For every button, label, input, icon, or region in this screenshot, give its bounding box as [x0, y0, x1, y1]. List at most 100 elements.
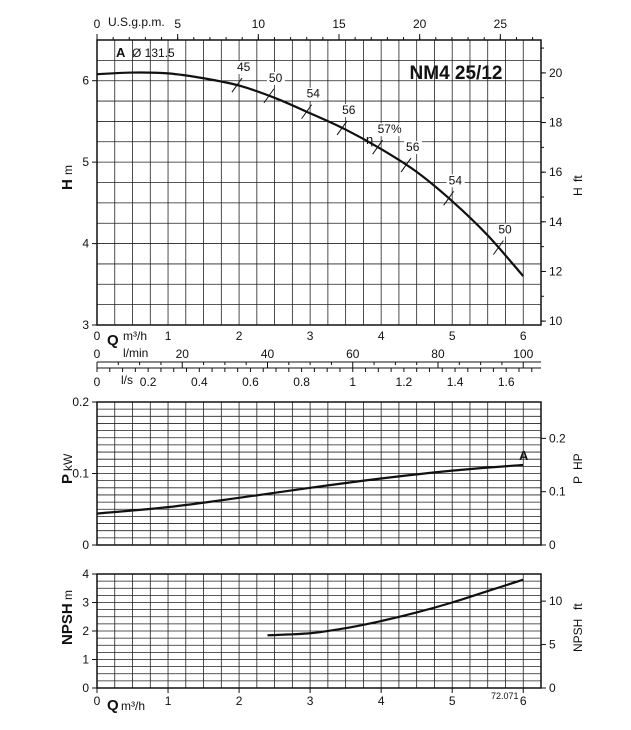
y-tick-label: 0.2 — [72, 395, 89, 409]
top-axis-tick-label: 0 — [94, 17, 101, 31]
head-axis-unit: m — [61, 165, 75, 175]
ls-tick-label: 0.2 — [140, 375, 157, 389]
q-bottom-tick-label: 4 — [378, 694, 385, 708]
efficiency-label-bg — [304, 87, 323, 101]
efficiency-label: 56 — [406, 140, 420, 154]
y2-tick-label: 5 — [549, 638, 556, 652]
ls-tick-label: 1.4 — [447, 375, 464, 389]
y2-tick-label: 16 — [549, 165, 563, 179]
head-axis-label: H — [59, 179, 76, 190]
power-axis-label: P — [59, 474, 76, 484]
efficiency-label-bg — [404, 141, 423, 155]
npsh-axis-unit: m — [61, 590, 75, 600]
y2-tick-label: 0 — [549, 538, 556, 552]
top-axis-tick-label: 5 — [174, 17, 181, 31]
q-tick-label: 0 — [94, 329, 101, 343]
efficiency-mark — [492, 240, 504, 255]
q-tick-label: 2 — [236, 329, 243, 343]
efficiency-label: 50 — [269, 71, 283, 85]
head-curve — [96, 71, 525, 277]
lmin-axis-unit: l/min — [123, 346, 148, 360]
efficiency-label-bg — [496, 223, 515, 237]
efficiency-label: 57% — [378, 122, 402, 136]
y2-tick-label: 0 — [549, 681, 556, 695]
power-hp-axis-label: P — [571, 476, 585, 484]
q-tick-label: 6 — [520, 329, 527, 343]
efficiency-symbol: η — [366, 132, 373, 147]
efficiency-mark — [372, 139, 384, 155]
y2-tick-label: 20 — [549, 66, 563, 80]
ls-tick-label: 1.2 — [396, 375, 413, 389]
lmin-tick-label: 100 — [513, 347, 533, 361]
y-tick-label: 0 — [82, 681, 89, 695]
title-box — [389, 57, 523, 87]
y-tick-label: 5 — [82, 155, 89, 169]
ls-tick-label: 0.8 — [293, 375, 310, 389]
head-ft-axis-label: H — [571, 187, 585, 196]
q-tick-label: 1 — [165, 329, 172, 343]
ls-axis-unit: l/s — [121, 373, 133, 387]
y-tick-label: 3 — [82, 318, 89, 332]
q-tick-label: 4 — [378, 329, 385, 343]
npsh-ft-axis-label: NPSH — [571, 619, 585, 652]
q-bottom-tick-label: 2 — [236, 694, 243, 708]
top-axis-tick-label: 10 — [252, 17, 266, 31]
ls-tick-label: 0 — [94, 375, 101, 389]
panel-frame — [96, 39, 542, 326]
efficiency-label: 54 — [307, 87, 321, 101]
y2-tick-label: 0.2 — [549, 431, 566, 445]
npsh-ft-axis-unit: ft — [571, 603, 585, 610]
efficiency-mark — [301, 104, 312, 120]
npsh-curve — [267, 578, 524, 637]
q-axis-unit-bottom: m³/h — [121, 699, 145, 713]
y2-tick-label: 10 — [549, 314, 563, 328]
q-bottom-tick-label: 5 — [449, 694, 456, 708]
top-axis-tick-label: 20 — [413, 17, 427, 31]
q-axis-label: Q — [107, 332, 119, 349]
efficiency-mark — [400, 157, 412, 173]
q-bottom-tick-label: 0 — [94, 694, 101, 708]
lmin-tick-label: 40 — [261, 347, 275, 361]
impeller-letter: A — [116, 45, 126, 60]
power-hp-axis-unit: HP — [571, 453, 585, 470]
impeller-diameter: Ø 131.5 — [132, 46, 175, 60]
y2-tick-label: 14 — [549, 215, 563, 229]
y2-tick-label: 18 — [549, 116, 563, 130]
lmin-tick-label: 0 — [94, 347, 101, 361]
y-tick-label: 4 — [82, 567, 89, 581]
impeller-label-bg — [112, 45, 186, 60]
ls-tick-label: 1 — [349, 375, 356, 389]
top-axis-tick-label: 25 — [494, 17, 508, 31]
chart-code: 72.071 — [491, 691, 519, 701]
efficiency-label: 56 — [342, 103, 356, 117]
efficiency-mark — [443, 191, 455, 206]
ls-tick-label: 1.6 — [498, 375, 515, 389]
y2-tick-label: 12 — [549, 264, 563, 278]
efficiency-label: 50 — [498, 223, 512, 237]
top-axis-label: U.S.g.p.m. — [108, 15, 165, 29]
head-ft-axis-unit: ft — [571, 175, 585, 182]
lmin-tick-label: 20 — [176, 347, 190, 361]
q-bottom-tick-label: 3 — [307, 694, 314, 708]
power-axis-unit: kW — [61, 453, 75, 471]
y-tick-label: 6 — [82, 74, 89, 88]
y2-tick-label: 10 — [549, 594, 563, 608]
npsh-axis-label: NPSH — [59, 603, 76, 645]
efficiency-mark — [231, 77, 243, 93]
ls-tick-label: 0.6 — [242, 375, 259, 389]
efficiency-label: 54 — [449, 173, 463, 187]
q-axis-unit: m³/h — [123, 329, 147, 343]
efficiency-label: 45 — [237, 60, 251, 74]
efficiency-label-bg — [340, 103, 359, 117]
efficiency-label-bg — [266, 71, 285, 85]
q-bottom-tick-label: 6 — [520, 694, 527, 708]
q-tick-label: 3 — [307, 329, 314, 343]
y-tick-label: 0 — [82, 538, 89, 552]
y-tick-label: 1 — [82, 653, 89, 667]
efficiency-mark — [336, 120, 348, 136]
efficiency-mark — [263, 88, 275, 104]
power-curve-label: A — [519, 448, 529, 463]
lmin-tick-label: 60 — [346, 347, 360, 361]
efficiency-label-bg — [234, 61, 253, 75]
